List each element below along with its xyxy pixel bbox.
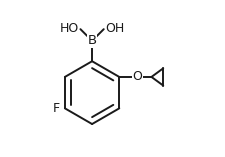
Text: B: B — [88, 34, 97, 47]
Text: F: F — [53, 102, 60, 115]
Text: O: O — [132, 70, 142, 83]
Text: OH: OH — [106, 22, 125, 35]
Text: HO: HO — [59, 22, 79, 35]
